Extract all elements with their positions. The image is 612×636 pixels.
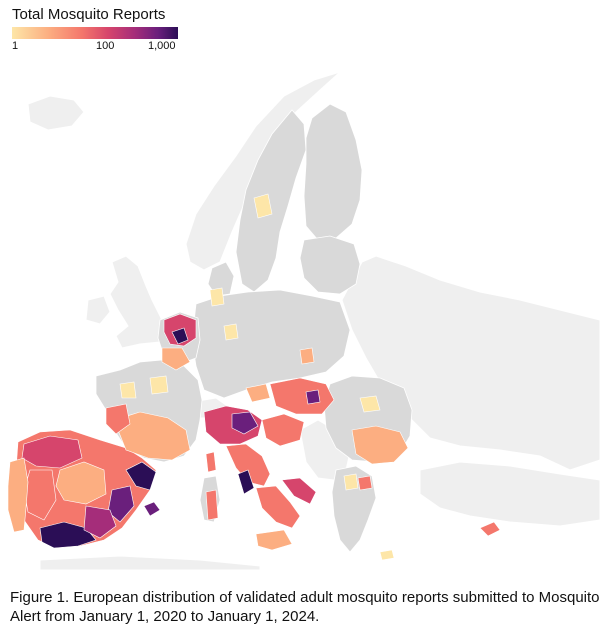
italy-center — [225, 443, 271, 487]
sardinia-region — [205, 489, 219, 521]
cyprus-region — [479, 521, 501, 537]
germany-patch-3 — [299, 347, 315, 365]
norway-shape — [185, 71, 341, 271]
spain-southeast — [83, 505, 117, 539]
netherlands-core — [171, 327, 189, 345]
sweden-shape — [235, 109, 307, 293]
italy-tuscany — [237, 469, 255, 495]
france-southwest — [105, 403, 131, 435]
legend-tick-high: 1,000 — [148, 40, 176, 52]
finland-shape — [303, 103, 363, 241]
spain-catalonia — [125, 461, 157, 491]
data-regions — [7, 193, 501, 561]
croatia-region — [261, 413, 305, 447]
france-south — [113, 411, 191, 461]
sweden-patch — [253, 193, 273, 219]
europe-map — [0, 60, 612, 571]
legend-color-scale — [12, 27, 178, 39]
france-patch-2 — [119, 381, 137, 399]
uk-shape — [109, 255, 169, 349]
iceland-shape — [27, 95, 85, 131]
hungary-core — [305, 389, 321, 405]
legend-title: Total Mosquito Reports — [12, 6, 166, 23]
belgium-region — [161, 347, 191, 371]
ireland-shape — [85, 295, 111, 325]
germany-patch-1 — [209, 287, 225, 307]
greece-patch-2 — [357, 475, 373, 491]
denmark-shape — [207, 261, 235, 297]
austria-patch — [245, 383, 271, 403]
sicily-region — [255, 529, 293, 551]
turkey-shape — [419, 461, 601, 527]
italy-veneto — [231, 411, 259, 435]
italy-south — [255, 485, 301, 529]
italy-apulia — [281, 477, 317, 505]
spain-andalusia — [39, 521, 97, 549]
balearic-region — [143, 501, 161, 517]
legend-tick-mid: 100 — [96, 40, 115, 52]
map-svg — [7, 71, 601, 571]
central-europe-shape — [191, 289, 351, 399]
baltics-shape — [299, 235, 361, 295]
figure-caption: Figure 1. European distribution of valid… — [10, 589, 600, 625]
germany-patch-2 — [223, 323, 239, 341]
spain-valencia — [107, 485, 135, 523]
romania-region — [351, 425, 409, 465]
background-land — [27, 71, 601, 571]
hungary-region — [269, 377, 335, 415]
corsica-region — [205, 451, 217, 473]
legend-tick-labels: 1 100 1,000 — [12, 40, 180, 54]
legend-tick-low: 1 — [12, 40, 19, 52]
spain-center — [55, 461, 107, 505]
romania-patch — [359, 395, 381, 413]
north-africa-shape — [39, 555, 261, 571]
south-patch — [379, 549, 395, 561]
greece-patch-1 — [343, 473, 359, 491]
map-legend: Total Mosquito Reports 1 100 1,000 — [12, 6, 180, 54]
portugal-region — [7, 457, 29, 533]
france-patch-1 — [149, 375, 169, 395]
